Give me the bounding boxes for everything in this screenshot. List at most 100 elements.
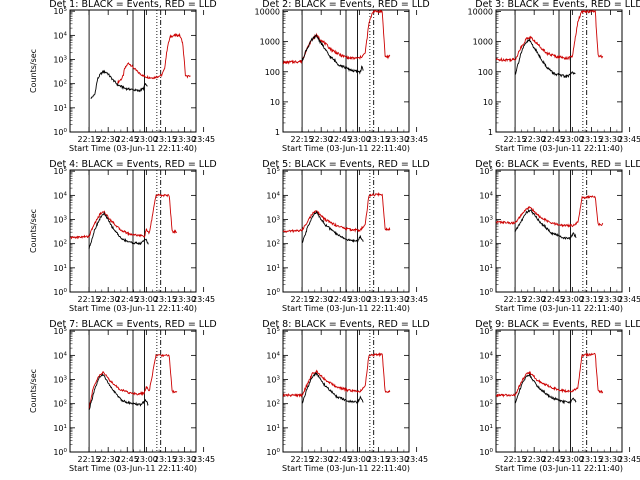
y-tick-label: 101 <box>266 264 280 273</box>
y-tick-label: 105 <box>53 167 67 176</box>
series-lld-red <box>496 352 604 398</box>
panel-title: Det 7: BLACK = Events, RED = LLD <box>49 319 216 330</box>
x-tick-label: 23:00 <box>561 135 584 144</box>
y-tick-label: 104 <box>53 191 67 200</box>
x-tick-label: 23:45 <box>192 455 215 464</box>
y-tick-label: 101 <box>479 424 493 433</box>
panel-title: Det 4: BLACK = Events, RED = LLD <box>49 159 216 170</box>
series-events-black <box>514 208 577 240</box>
x-tick-label: 23:30 <box>173 455 196 464</box>
y-tick-label: 10000 <box>255 8 280 17</box>
x-axis-label: Start Time (03-Jun-11 22:11:40) <box>495 144 623 153</box>
x-tick-label: 22:15 <box>78 135 101 144</box>
y-tick-label: 104 <box>266 191 280 200</box>
series-lld-red <box>283 192 391 234</box>
y-tick-label: 105 <box>266 327 280 336</box>
x-tick-label: 23:15 <box>580 455 603 464</box>
x-tick-label: 23:30 <box>599 295 622 304</box>
y-tick-label: 100 <box>53 288 67 297</box>
x-tick-label: 23:30 <box>386 455 409 464</box>
panel-8: Det 8: BLACK = Events, RED = LLD 100 101 10… <box>262 319 429 473</box>
y-tick-label: 101 <box>53 424 67 433</box>
x-axis-label: Start Time (03-Jun-11 22:11:40) <box>282 464 410 473</box>
y-tick-label: 102 <box>53 240 67 249</box>
y-axis-label: Counts/sec <box>29 369 38 413</box>
x-tick-label: 22:30 <box>523 295 546 304</box>
x-tick-label: 22:45 <box>542 295 565 304</box>
y-tick-label: 102 <box>266 400 280 409</box>
x-tick-label: 23:00 <box>561 455 584 464</box>
x-tick-label: 22:30 <box>97 295 120 304</box>
y-tick-label: 101 <box>479 264 493 273</box>
panel-6: Det 6: BLACK = Events, RED = LLD 100 101 10… <box>475 159 640 313</box>
x-tick-label: 22:45 <box>542 455 565 464</box>
x-tick-label: 23:15 <box>580 135 603 144</box>
x-tick-label: 23:15 <box>154 295 177 304</box>
y-tick-label: 102 <box>479 400 493 409</box>
series-events-black <box>88 373 149 411</box>
panel-7: Det 7: BLACK = Events, RED = LLD 100 101 10… <box>29 319 217 473</box>
x-tick-label: 23:15 <box>154 135 177 144</box>
y-tick-label: 103 <box>266 376 280 385</box>
x-tick-label: 22:15 <box>291 135 314 144</box>
x-tick-label: 22:45 <box>116 135 139 144</box>
y-tick-label: 104 <box>479 191 493 200</box>
x-tick-label: 23:30 <box>173 135 196 144</box>
panel-title: Det 1: BLACK = Events, RED = LLD <box>49 0 216 10</box>
y-tick-label: 102 <box>53 80 67 89</box>
x-axis-label: Start Time (03-Jun-11 22:11:40) <box>69 464 197 473</box>
x-tick-label: 22:45 <box>116 455 139 464</box>
series-lld-red <box>117 32 191 84</box>
series-events-black <box>514 38 576 78</box>
panel-title: Det 8: BLACK = Events, RED = LLD <box>262 319 429 330</box>
x-axis-label: Start Time (03-Jun-11 22:11:40) <box>495 464 623 473</box>
x-tick-label: 23:45 <box>618 295 640 304</box>
x-tick-label: 23:30 <box>386 135 409 144</box>
x-tick-label: 23:15 <box>154 455 177 464</box>
y-tick-label: 105 <box>53 327 67 336</box>
y-tick-label: 101 <box>53 104 67 113</box>
y-tick-label: 105 <box>266 167 280 176</box>
y-tick-label: 100 <box>53 448 67 457</box>
panel-title: Det 5: BLACK = Events, RED = LLD <box>262 159 429 170</box>
x-tick-label: 22:30 <box>310 455 333 464</box>
x-tick-label: 22:30 <box>310 135 333 144</box>
y-tick-label: 102 <box>479 240 493 249</box>
x-tick-label: 23:00 <box>348 295 371 304</box>
y-tick-label: 105 <box>479 167 493 176</box>
x-tick-label: 22:45 <box>329 295 352 304</box>
x-tick-label: 22:15 <box>504 455 527 464</box>
x-tick-label: 22:30 <box>97 455 120 464</box>
x-tick-label: 23:00 <box>348 455 371 464</box>
y-tick-label: 100 <box>479 448 493 457</box>
x-tick-label: 23:00 <box>135 295 158 304</box>
x-tick-label: 22:30 <box>523 135 546 144</box>
x-tick-label: 23:45 <box>405 295 428 304</box>
x-tick-label: 22:30 <box>310 295 333 304</box>
y-tick-label: 1000 <box>473 38 493 47</box>
x-tick-label: 23:30 <box>599 455 622 464</box>
x-axis-label: Start Time (03-Jun-11 22:11:40) <box>282 144 410 153</box>
y-tick-label: 101 <box>266 424 280 433</box>
x-tick-label: 23:00 <box>135 135 158 144</box>
series-lld-red <box>496 10 604 63</box>
panel-title: Det 2: BLACK = Events, RED = LLD <box>262 0 429 10</box>
x-tick-label: 23:15 <box>367 455 390 464</box>
x-axis-label: Start Time (03-Jun-11 22:11:40) <box>495 304 623 313</box>
series-lld-red <box>70 193 177 240</box>
x-tick-label: 23:45 <box>405 455 428 464</box>
x-tick-label: 23:15 <box>367 135 390 144</box>
y-axis-label: Counts/sec <box>29 209 38 253</box>
x-tick-label: 22:15 <box>291 455 314 464</box>
y-tick-label: 100 <box>478 68 493 77</box>
y-tick-label: 102 <box>53 400 67 409</box>
y-tick-label: 100 <box>266 288 280 297</box>
x-tick-label: 22:15 <box>504 135 527 144</box>
x-tick-label: 22:15 <box>78 295 101 304</box>
y-tick-label: 104 <box>53 31 67 40</box>
y-tick-label: 104 <box>266 351 280 360</box>
y-tick-label: 103 <box>479 216 493 225</box>
x-tick-label: 22:15 <box>78 455 101 464</box>
y-tick-label: 104 <box>479 351 493 360</box>
